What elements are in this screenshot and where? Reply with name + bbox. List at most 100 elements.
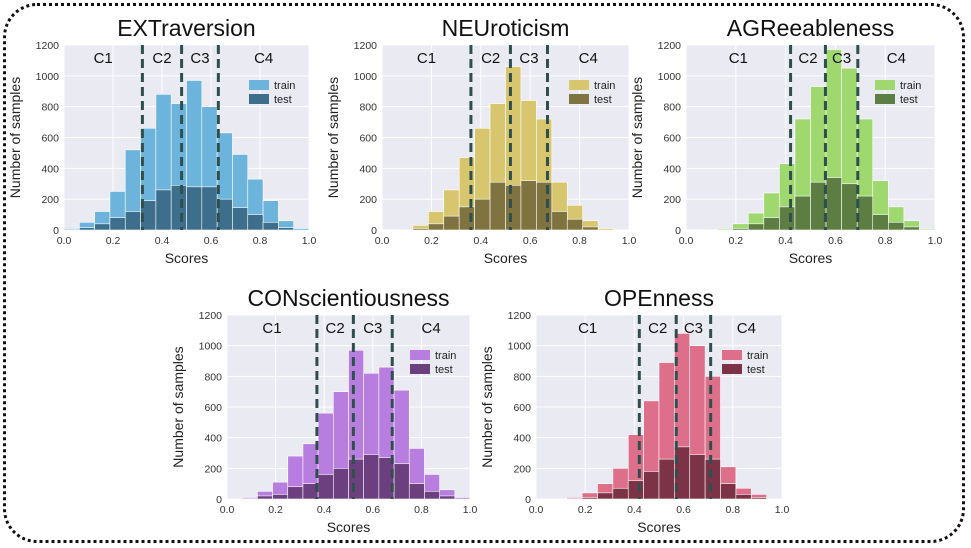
class-label: C3 — [832, 50, 851, 67]
bar-test — [424, 491, 440, 500]
chart-title: CONscientiousness — [248, 285, 450, 311]
x-tick-label: 0.6 — [523, 235, 538, 247]
x-tick-label: 0.6 — [828, 235, 843, 247]
x-tick-label: 0.4 — [317, 504, 332, 516]
bar-train — [454, 497, 471, 500]
legend-label-test: test — [435, 364, 453, 376]
legend-swatch-test — [569, 94, 589, 104]
bar-test — [735, 494, 752, 500]
bar-test — [489, 181, 506, 231]
bar-test — [779, 206, 796, 231]
bar-test — [903, 226, 920, 231]
class-label: C1 — [578, 320, 597, 337]
bar-test — [581, 497, 598, 500]
y-tick-label: 200 — [359, 194, 377, 206]
bar-test — [408, 483, 425, 500]
chart-title: NEUroticism — [442, 15, 570, 41]
class-label: C4 — [422, 320, 441, 337]
class-label: C3 — [363, 320, 382, 337]
y-tick-label: 400 — [359, 163, 377, 175]
x-tick-label: 0.8 — [725, 504, 740, 516]
bar-test — [612, 487, 629, 500]
class-label: C1 — [417, 50, 436, 67]
legend-label-test: test — [900, 94, 918, 106]
chart-title: AGReeableness — [727, 15, 895, 41]
class-label: C4 — [887, 50, 906, 67]
x-axis-label: Scores — [327, 519, 371, 535]
y-tick-label: 1200 — [199, 310, 223, 322]
bar-test — [428, 223, 445, 231]
class-label: C3 — [190, 50, 209, 67]
chart-title: EXTraversion — [117, 15, 255, 41]
bar-test — [720, 483, 737, 500]
y-tick-label: 400 — [663, 163, 681, 175]
bar-test — [689, 454, 706, 500]
class-label: C2 — [648, 320, 667, 337]
y-tick-label: 1000 — [36, 71, 60, 83]
x-tick-label: 0.4 — [473, 235, 488, 247]
x-tick-label: 0.6 — [365, 504, 380, 516]
bar-test — [888, 221, 905, 231]
bar-test — [278, 227, 294, 231]
bar-test — [919, 228, 936, 231]
chart-panel-4: C1 C2 C3 C4 0.0 0.2 0.4 0.6 0.8 1.0 0 200 400 600 800 1… — [170, 285, 477, 535]
bar-test — [794, 195, 811, 231]
legend-label-test: test — [594, 94, 612, 106]
bar-test — [317, 474, 334, 500]
y-tick-label: 1000 — [199, 341, 223, 353]
y-axis-label: Number of samples — [170, 346, 186, 467]
y-tick-label: 0 — [216, 494, 222, 506]
bar-test — [520, 180, 537, 231]
y-tick-label: 0 — [525, 494, 531, 506]
bar-test — [627, 480, 644, 500]
y-tick-label: 800 — [513, 371, 531, 383]
bar-test — [201, 186, 218, 231]
bar-test — [443, 215, 460, 231]
bar-test — [566, 218, 583, 231]
class-label: C3 — [684, 320, 703, 337]
bar-test — [287, 486, 304, 500]
bar-test — [872, 214, 889, 231]
legend-label-test: test — [747, 364, 765, 376]
legend-swatch-train — [569, 80, 589, 90]
y-tick-label: 600 — [41, 133, 59, 145]
x-tick-label: 0.8 — [414, 504, 429, 516]
x-tick-label: 1.0 — [928, 235, 943, 247]
y-tick-label: 800 — [41, 102, 59, 114]
series-test — [241, 454, 456, 500]
bar-test — [272, 494, 289, 500]
bar-test — [155, 189, 172, 231]
legend-label-train: train — [274, 80, 295, 92]
bar-test — [109, 217, 126, 231]
series-test — [412, 180, 599, 231]
x-tick-label: 0.0 — [679, 235, 694, 247]
bar-test — [704, 458, 721, 500]
x-tick-label: 0.4 — [155, 235, 170, 247]
x-tick-label: 0.0 — [57, 235, 72, 247]
x-tick-label: 0.2 — [268, 504, 283, 516]
y-tick-label: 200 — [663, 194, 681, 206]
x-axis-label: Scores — [637, 519, 681, 535]
series-test — [716, 177, 936, 231]
y-axis-label: Number of samples — [325, 77, 341, 198]
y-axis-label: Number of samples — [629, 77, 645, 198]
bar-test — [439, 495, 456, 500]
series-test — [566, 446, 767, 500]
legend-label-train: train — [594, 80, 615, 92]
x-tick-label: 0.2 — [578, 504, 593, 516]
x-tick-label: 0.6 — [204, 235, 219, 247]
x-axis-label: Scores — [165, 250, 209, 266]
class-label: C4 — [737, 320, 756, 337]
bar-train — [597, 228, 614, 231]
bar-test — [856, 195, 874, 231]
bar-test — [810, 181, 827, 231]
x-tick-label: 0.0 — [375, 235, 390, 247]
bar-test — [79, 227, 95, 231]
bar-test — [257, 495, 273, 500]
legend-swatch-train — [875, 80, 895, 90]
bar-test — [658, 458, 675, 500]
y-tick-label: 200 — [204, 463, 222, 475]
class-label: C1 — [729, 50, 748, 67]
legend-label-test: test — [274, 94, 292, 106]
y-tick-label: 0 — [371, 225, 377, 237]
